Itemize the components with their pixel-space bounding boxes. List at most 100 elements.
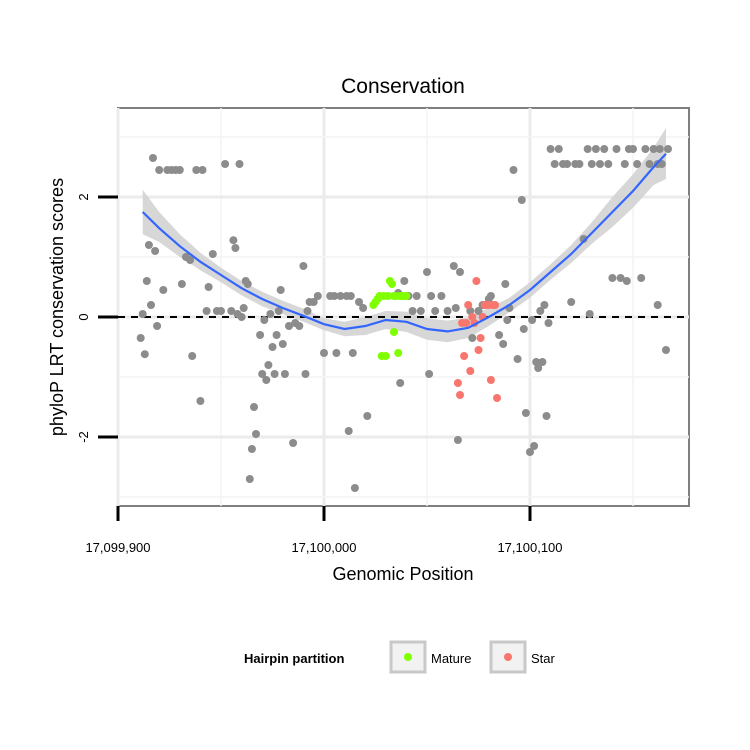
data-point-background (147, 301, 155, 309)
data-point-background (437, 292, 446, 300)
data-point-background (289, 439, 298, 447)
data-point-background (202, 307, 211, 315)
data-point-background (620, 160, 629, 168)
data-point-background (303, 307, 312, 315)
data-point-background (252, 430, 260, 438)
data-point-background (453, 436, 462, 444)
data-point-background (425, 370, 434, 378)
x-tick-label: 17,100,000 (291, 540, 356, 555)
data-point-background (260, 316, 269, 324)
data-point-star (460, 352, 469, 360)
data-point-background (313, 292, 322, 300)
y-tick-label: 0 (76, 313, 91, 320)
data-point-background (239, 304, 248, 312)
data-point-background (276, 286, 285, 294)
legend-label-star: Star (531, 651, 556, 666)
data-point-background (262, 376, 271, 384)
data-point-background (456, 268, 464, 276)
points-layer (136, 145, 672, 492)
data-point-background (140, 350, 149, 359)
data-point-background (499, 340, 508, 348)
data-point-background (575, 160, 584, 168)
data-point-background (412, 292, 421, 300)
data-point-background (151, 247, 160, 255)
data-point-star (486, 376, 495, 384)
data-point-background (649, 145, 658, 153)
data-point-star (491, 301, 499, 309)
data-point-background (546, 145, 555, 153)
data-point-background (355, 298, 363, 306)
data-point-background (396, 379, 405, 387)
data-point-background (192, 166, 201, 174)
data-point-background (217, 307, 225, 315)
data-point-mature (394, 349, 403, 357)
legend-title: Hairpin partition (244, 651, 344, 666)
data-point-background (363, 412, 372, 420)
legend: Hairpin partition Mature Star (244, 640, 556, 674)
data-point-background (175, 166, 184, 174)
data-point-background (235, 160, 244, 168)
data-point-background (188, 352, 197, 360)
data-point-background (274, 307, 283, 315)
data-point-star (472, 277, 481, 285)
data-point-background (177, 280, 186, 288)
data-point-background (431, 307, 440, 315)
data-point-background (359, 304, 368, 312)
data-point-background (468, 334, 477, 342)
data-point-background (348, 349, 357, 357)
data-point-background (270, 370, 279, 378)
x-tick-label: 17,100,100 (497, 540, 562, 555)
smooth-line-layer (141, 153, 667, 333)
data-point-background (530, 442, 539, 450)
data-point-background (330, 292, 339, 300)
data-point-background (186, 256, 195, 264)
data-point-mature (383, 292, 392, 300)
data-point-star (464, 301, 473, 309)
data-point-background (534, 364, 543, 372)
data-point-star (456, 391, 464, 399)
data-point-background (550, 160, 559, 168)
confidence-band-layer (142, 128, 666, 343)
legend-label-mature: Mature (431, 651, 471, 666)
data-point-background (295, 322, 304, 330)
data-point-background (616, 274, 625, 282)
data-point-background (266, 310, 275, 318)
data-point-background (633, 160, 642, 168)
data-point-mature (388, 280, 396, 288)
data-point-background (149, 154, 157, 162)
data-point-background (486, 292, 495, 300)
data-point-background (608, 274, 617, 282)
data-point-background (336, 292, 345, 300)
data-point-background (509, 166, 518, 174)
data-point-background (443, 307, 452, 315)
data-point-background (344, 427, 353, 435)
data-point-background (159, 286, 168, 294)
data-point-background (641, 145, 650, 153)
data-point-background (272, 331, 281, 339)
data-point-background (268, 343, 277, 351)
confidence-band (142, 128, 666, 343)
data-point-background (495, 331, 504, 339)
data-point-star (462, 319, 471, 327)
x-axis-title: Genomic Position (332, 564, 473, 584)
data-point-background (285, 322, 293, 330)
data-point-background (231, 244, 240, 252)
data-point-background (237, 313, 246, 321)
data-point-background (208, 250, 217, 258)
data-point-background (144, 241, 153, 249)
data-point-background (280, 370, 289, 378)
data-point-star (453, 379, 462, 387)
data-point-background (153, 322, 162, 330)
data-point-background (332, 349, 341, 357)
data-point-background (196, 397, 205, 405)
data-point-background (503, 316, 512, 324)
data-point-background (664, 145, 672, 153)
data-point-star (468, 313, 477, 321)
data-point-background (350, 484, 359, 492)
data-point-background (138, 310, 147, 318)
plot-panel (117, 107, 690, 507)
data-point-background (155, 166, 164, 174)
data-point-background (423, 268, 431, 276)
data-point-background (622, 277, 631, 285)
